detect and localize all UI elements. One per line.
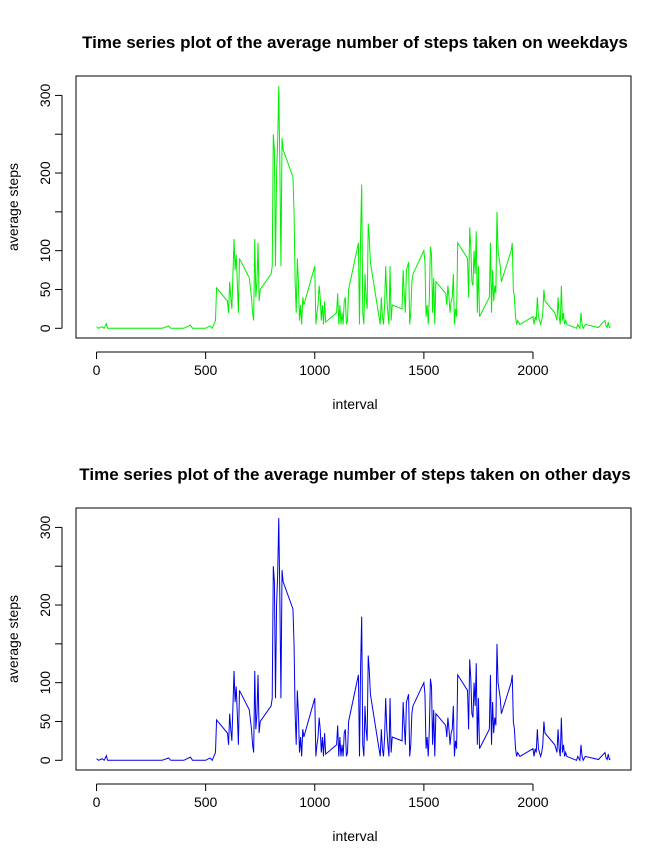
y-tick-label: 100 <box>37 239 53 263</box>
x-tick-label: 500 <box>194 794 218 810</box>
x-tick-label: 500 <box>194 362 218 378</box>
x-tick-label: 1000 <box>299 794 330 810</box>
y-tick-label: 0 <box>37 324 53 332</box>
y-tick-label: 50 <box>37 281 53 297</box>
x-tick-label: 2000 <box>517 362 548 378</box>
y-tick-label: 200 <box>37 161 53 185</box>
chart-title: Time series plot of the average number o… <box>79 465 630 484</box>
chart-title: Time series plot of the average number o… <box>82 33 628 52</box>
y-axis-label: average steps <box>5 163 21 251</box>
y-tick-label: 0 <box>37 756 53 764</box>
y-axis-label: average steps <box>5 595 21 683</box>
y-tick-label: 300 <box>37 516 53 540</box>
y-tick-label: 300 <box>37 84 53 108</box>
x-tick-label: 1500 <box>408 794 439 810</box>
y-tick-label: 100 <box>37 671 53 695</box>
y-tick-label: 50 <box>37 713 53 729</box>
plot-box <box>75 507 632 771</box>
series-line <box>96 86 611 331</box>
x-tick-label: 0 <box>93 362 101 378</box>
x-tick-label: 1500 <box>408 362 439 378</box>
plot-box <box>75 75 632 339</box>
series-line <box>96 518 611 763</box>
x-tick-label: 1000 <box>299 362 330 378</box>
x-axis-label: interval <box>332 828 377 844</box>
x-tick-label: 0 <box>93 794 101 810</box>
y-tick-label: 200 <box>37 593 53 617</box>
x-tick-label: 2000 <box>517 794 548 810</box>
x-axis-label: interval <box>332 396 377 412</box>
